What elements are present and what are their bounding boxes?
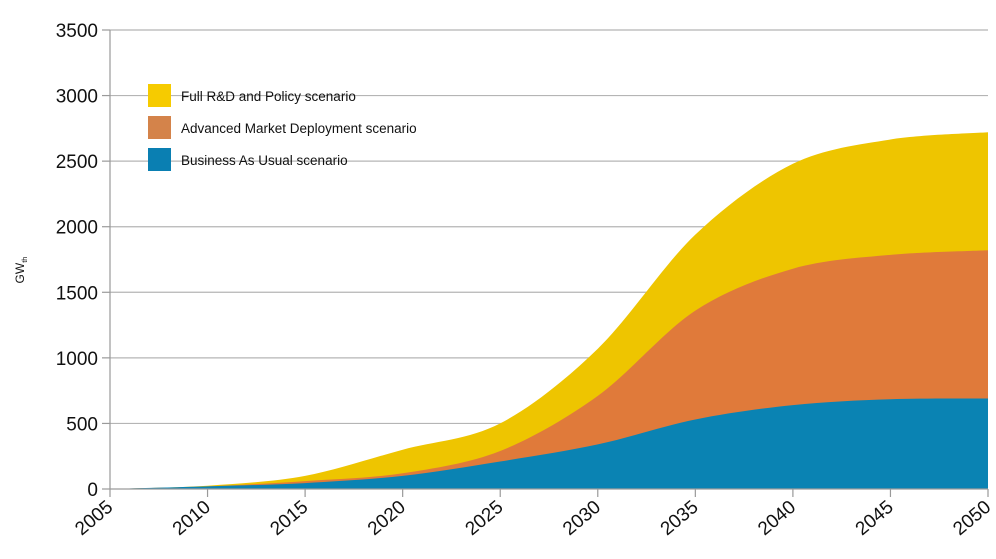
legend-label: Advanced Market Deployment scenario bbox=[181, 121, 417, 136]
x-tick-label: 2040 bbox=[754, 497, 800, 540]
y-tick-label: 1000 bbox=[56, 349, 98, 370]
y-axis-label-main: GW bbox=[13, 262, 27, 283]
x-tick-label: 2035 bbox=[657, 497, 703, 540]
axes bbox=[109, 30, 988, 490]
y-tick-label: 2500 bbox=[56, 152, 98, 173]
legend-swatch bbox=[148, 116, 171, 139]
area-series bbox=[110, 132, 988, 490]
y-tick-label: 3000 bbox=[56, 87, 98, 108]
x-tick-label: 2050 bbox=[949, 497, 995, 540]
y-axis-label: GWth bbox=[13, 257, 29, 284]
y-axis-label-subscript: th bbox=[20, 257, 29, 263]
x-tick-label: 2015 bbox=[266, 497, 312, 540]
area-business-as-usual-scenario bbox=[110, 398, 988, 489]
y-tick-label: 3500 bbox=[56, 21, 98, 42]
y-tick-label: 500 bbox=[66, 414, 98, 435]
x-tick-label: 2030 bbox=[559, 497, 605, 540]
y-tick-label: 2000 bbox=[56, 218, 98, 239]
x-tick-label: 2010 bbox=[169, 497, 215, 540]
y-tick-label: 1500 bbox=[56, 283, 98, 304]
legend-label: Full R&D and Policy scenario bbox=[181, 89, 356, 104]
x-tick-label: 2045 bbox=[852, 497, 898, 540]
legend: Full R&D and Policy scenario Advanced Mar… bbox=[148, 84, 417, 171]
y-axis-ticks: 0 500 1000 1500 2000 2500 3000 3500 bbox=[56, 21, 110, 501]
x-tick-label: 2020 bbox=[364, 497, 410, 540]
x-tick-label: 2005 bbox=[71, 497, 117, 540]
gridlines bbox=[110, 29, 988, 425]
legend-swatch bbox=[148, 84, 171, 107]
x-axis-ticks: 2005 2010 2015 2020 2025 2030 2035 2040 2045 2050 bbox=[71, 489, 995, 540]
legend-label: Business As Usual scenario bbox=[181, 153, 348, 168]
legend-swatch bbox=[148, 148, 171, 171]
x-tick-label: 2025 bbox=[462, 497, 508, 540]
y-tick-label: 0 bbox=[87, 480, 98, 501]
